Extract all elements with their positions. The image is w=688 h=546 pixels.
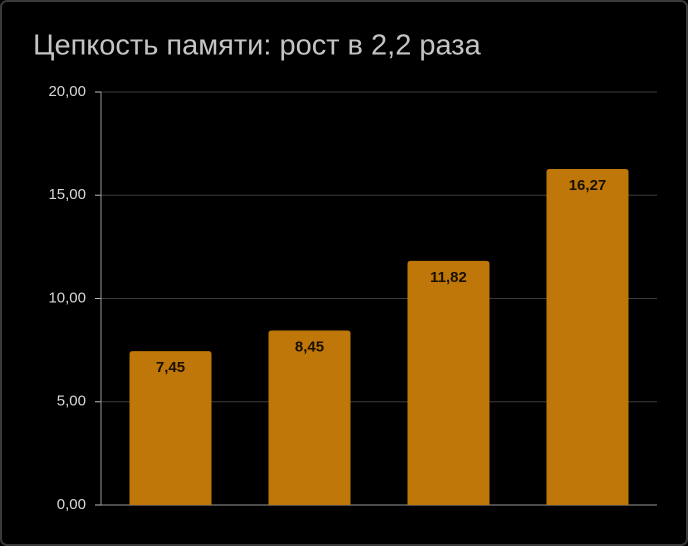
y-tick-label: 5,00 (57, 393, 86, 410)
y-tick-label: 15,00 (48, 186, 86, 203)
value-label: 7,45 (156, 359, 185, 376)
value-label: 16,27 (569, 177, 607, 194)
y-tick-label: 10,00 (48, 289, 86, 306)
bar (129, 351, 212, 505)
chart-title: Цепкость памяти: рост в 2,2 раза (33, 30, 482, 62)
y-tick-label: 20,00 (48, 83, 86, 100)
bar (546, 169, 629, 505)
value-label: 8,45 (295, 338, 324, 355)
value-label: 11,82 (430, 269, 467, 286)
bar (268, 330, 351, 505)
y-tick-label: 0,00 (57, 496, 86, 513)
bar (407, 260, 490, 505)
